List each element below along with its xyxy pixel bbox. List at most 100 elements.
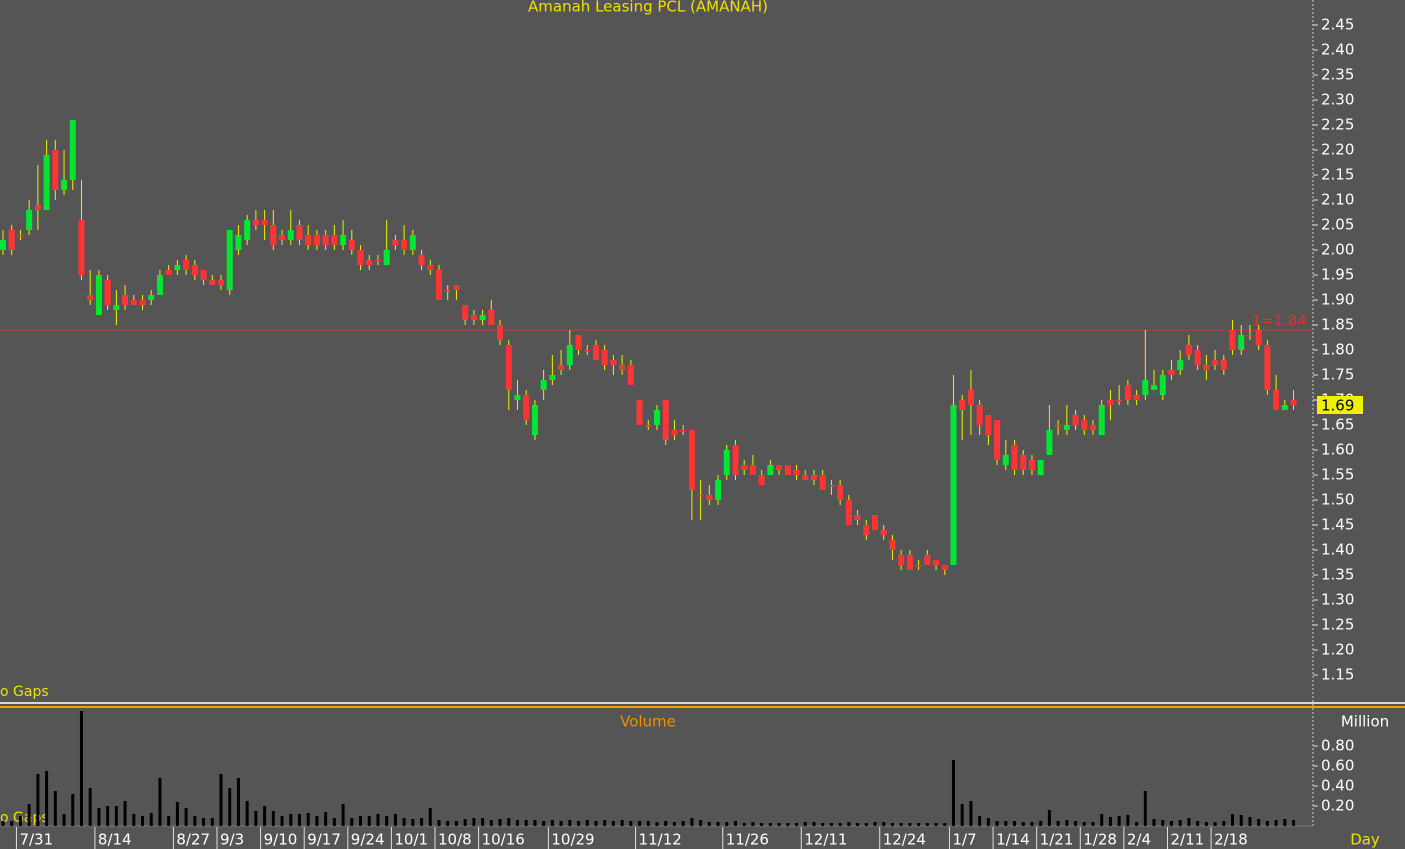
volume-bar bbox=[141, 816, 145, 826]
x-tick-label: 9/3 bbox=[220, 831, 244, 849]
x-tick-label: 9/24 bbox=[351, 831, 385, 849]
candle-body bbox=[148, 295, 155, 300]
volume-bar bbox=[1257, 819, 1261, 826]
volume-bar bbox=[167, 816, 171, 826]
candle-body bbox=[1072, 415, 1079, 425]
volume-bar bbox=[559, 821, 563, 826]
volume-bar bbox=[393, 814, 397, 826]
candle-body bbox=[252, 220, 259, 225]
x-tick-label: 11/12 bbox=[639, 831, 682, 849]
candle-body bbox=[436, 270, 442, 300]
candle-body bbox=[924, 555, 931, 565]
candle-body bbox=[374, 260, 381, 262]
candle-body bbox=[17, 235, 24, 237]
candle-body bbox=[26, 210, 33, 230]
volume-bar bbox=[1074, 821, 1078, 826]
candle-body bbox=[113, 305, 120, 310]
volume-bar bbox=[27, 804, 31, 826]
volume-bar bbox=[1056, 821, 1060, 826]
volume-bar bbox=[1204, 822, 1208, 826]
volume-bar bbox=[1004, 821, 1008, 826]
volume-bar bbox=[411, 819, 415, 826]
volume-bar bbox=[446, 821, 450, 826]
candle-body bbox=[636, 400, 643, 425]
x-tick-label: 1/7 bbox=[952, 831, 976, 849]
volume-bar bbox=[10, 821, 14, 826]
x-tick-label: 7/31 bbox=[19, 831, 53, 849]
x-tick-label: 8/14 bbox=[98, 831, 132, 849]
candle-body bbox=[1098, 405, 1105, 435]
candle-body bbox=[104, 280, 111, 305]
candle-body bbox=[95, 275, 102, 315]
candle-body bbox=[139, 300, 146, 305]
volume-bar bbox=[454, 821, 458, 826]
volume-bar bbox=[18, 816, 22, 826]
candle-body bbox=[688, 430, 695, 490]
candle-body bbox=[706, 495, 713, 500]
candle-body bbox=[1273, 390, 1280, 410]
volume-bar bbox=[524, 820, 528, 826]
candle-body bbox=[244, 220, 251, 240]
candle-body bbox=[479, 315, 486, 320]
volume-bar bbox=[856, 823, 860, 826]
volume-bar bbox=[289, 814, 293, 826]
candle-body bbox=[1255, 330, 1262, 345]
volume-bar bbox=[149, 813, 153, 826]
candle-body bbox=[52, 150, 59, 190]
volume-tick-label: 0.60 bbox=[1321, 757, 1354, 775]
volume-bar bbox=[71, 794, 75, 826]
volume-bar bbox=[943, 823, 947, 826]
candle-body bbox=[165, 270, 172, 275]
volume-bar bbox=[672, 822, 676, 826]
candle-body bbox=[584, 350, 591, 352]
candle-body bbox=[697, 495, 704, 497]
volume-bar bbox=[838, 823, 842, 826]
candle-body bbox=[1203, 365, 1210, 370]
volume-bar bbox=[245, 801, 249, 826]
y-tick-label: 2.30 bbox=[1321, 91, 1354, 109]
volume-bar bbox=[777, 823, 781, 826]
volume-bar bbox=[873, 822, 877, 826]
candle-body bbox=[313, 235, 320, 245]
volume-bar bbox=[742, 823, 746, 826]
volume-bar bbox=[132, 814, 136, 826]
volume-tick-label: 0.80 bbox=[1321, 737, 1354, 755]
candle-body bbox=[305, 235, 312, 245]
candle-body bbox=[1168, 370, 1175, 375]
candle-body bbox=[558, 365, 565, 370]
candle-body bbox=[1264, 345, 1271, 390]
candle-body bbox=[749, 465, 756, 475]
y-tick-label: 2.15 bbox=[1321, 166, 1354, 184]
candle-body bbox=[906, 555, 913, 570]
y-tick-label: 1.50 bbox=[1321, 491, 1354, 509]
candle-body bbox=[654, 410, 660, 425]
volume-bar bbox=[202, 818, 206, 826]
volume-bar bbox=[114, 806, 118, 826]
y-tick-label: 1.20 bbox=[1321, 641, 1354, 659]
candle-body bbox=[933, 560, 940, 565]
candle-body bbox=[523, 395, 530, 420]
x-tick-label: 2/18 bbox=[1214, 831, 1248, 849]
volume-bar bbox=[463, 819, 467, 826]
candle-body bbox=[470, 315, 477, 320]
x-tick-label: 12/11 bbox=[804, 831, 847, 849]
volume-bar bbox=[428, 808, 432, 826]
volume-bar bbox=[1039, 821, 1043, 826]
candle-body bbox=[1177, 360, 1184, 370]
candle-body bbox=[183, 260, 190, 270]
candle-body bbox=[218, 280, 224, 285]
volume-bar bbox=[620, 820, 624, 826]
y-tick-label: 2.05 bbox=[1321, 216, 1354, 234]
volume-bar bbox=[359, 816, 363, 826]
volume-bar bbox=[890, 823, 894, 826]
x-tick-label: 9/17 bbox=[307, 831, 341, 849]
candle-body bbox=[1081, 420, 1088, 430]
volume-bar bbox=[760, 823, 764, 826]
volume-bar bbox=[1265, 821, 1269, 826]
volume-bar bbox=[1187, 818, 1191, 826]
volume-bar bbox=[228, 788, 232, 826]
y-tick-label: 1.90 bbox=[1321, 291, 1354, 309]
volume-bar bbox=[271, 811, 275, 826]
candle-body bbox=[680, 430, 687, 432]
candle-body bbox=[130, 300, 137, 305]
